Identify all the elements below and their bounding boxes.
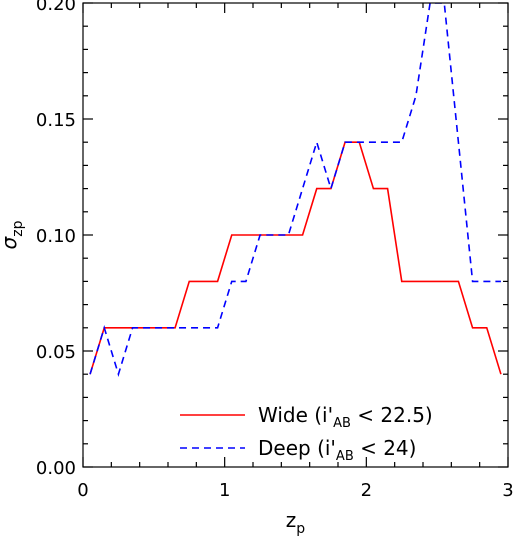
y-axis-label: σzp (0, 220, 26, 249)
legend-label-deep: Deep (i'AB < 24) (258, 436, 416, 464)
plot-area (89, 3, 502, 377)
x-tick-label: 3 (502, 480, 513, 501)
y-tick-label: 0.10 (36, 226, 76, 247)
series-line-wide (89, 141, 502, 375)
y-tick-label: 0.00 (36, 458, 76, 479)
x-tick-label: 0 (77, 480, 88, 501)
x-axis-label: zp (286, 508, 306, 537)
x-tick-label: 1 (219, 480, 230, 501)
y-tick-label: 0.05 (36, 342, 76, 363)
x-tick-label: 2 (361, 480, 372, 501)
y-tick-label: 0.20 (36, 0, 76, 15)
y-tick-label: 0.15 (36, 110, 76, 131)
legend-label-wide: Wide (i'AB < 22.5) (258, 403, 433, 431)
legend: Wide (i'AB < 22.5) Deep (i'AB < 24) (180, 403, 433, 464)
series-line-deep (89, 3, 501, 377)
